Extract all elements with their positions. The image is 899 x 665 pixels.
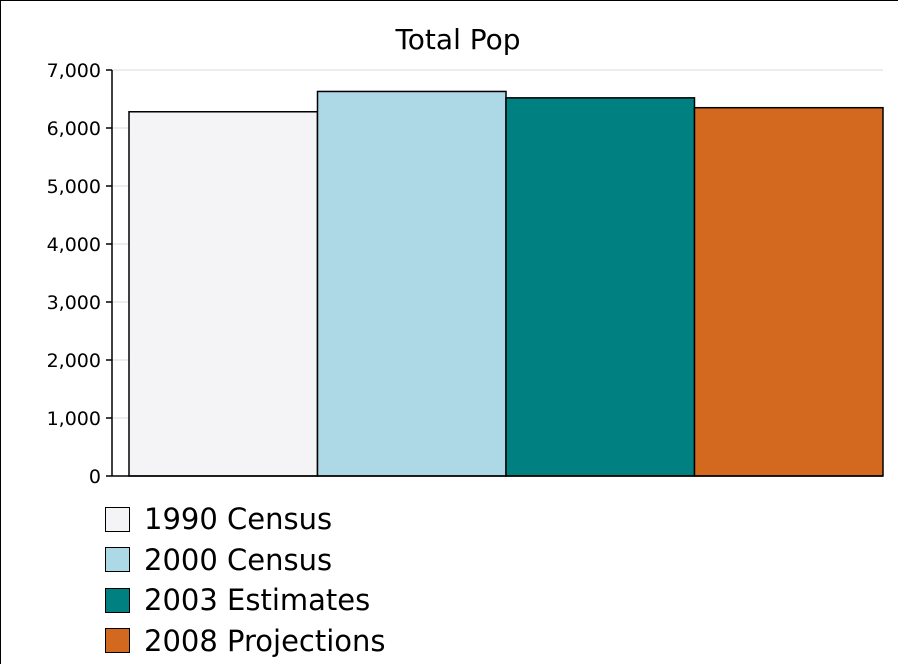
legend-item-1990-census: 1990 Census: [105, 499, 386, 540]
y-tick-label: 1,000: [47, 408, 101, 430]
legend-item-2008-projections: 2008 Projections: [105, 621, 386, 662]
bar-2000-census: [316, 90, 507, 477]
y-tick-label: 6,000: [47, 118, 101, 140]
y-tick-label: 2,000: [47, 350, 101, 372]
bar-2008-projections: [693, 106, 884, 477]
legend-item-2003-estimates: 2003 Estimates: [105, 580, 386, 621]
legend-label: 2008 Projections: [144, 623, 386, 658]
legend-swatch: [105, 506, 130, 532]
y-tick-label: 5,000: [47, 176, 101, 198]
legend-swatch: [105, 547, 130, 573]
legend-label: 2000 Census: [144, 542, 333, 577]
y-tick-label: 4,000: [47, 234, 101, 256]
y-axis-ticks: 0 1,000 2,000 3,000 4,000 5,000 6,000 7,000: [47, 60, 112, 488]
chart-title: Total Pop: [394, 23, 520, 56]
bars: [128, 90, 884, 477]
legend-item-2000-census: 2000 Census: [105, 540, 386, 581]
y-tick-label: 7,000: [47, 60, 101, 82]
bar-1990-census: [128, 111, 319, 477]
legend-label: 1990 Census: [144, 502, 333, 537]
legend: 1990 Census 2000 Census 2003 Estimates 2…: [105, 499, 386, 661]
legend-swatch: [105, 628, 130, 654]
legend-label: 2003 Estimates: [144, 583, 371, 618]
y-tick-label: 0: [89, 466, 101, 488]
bar-2003-estimates: [505, 97, 696, 477]
legend-swatch: [105, 587, 130, 613]
y-tick-label: 3,000: [47, 292, 101, 314]
